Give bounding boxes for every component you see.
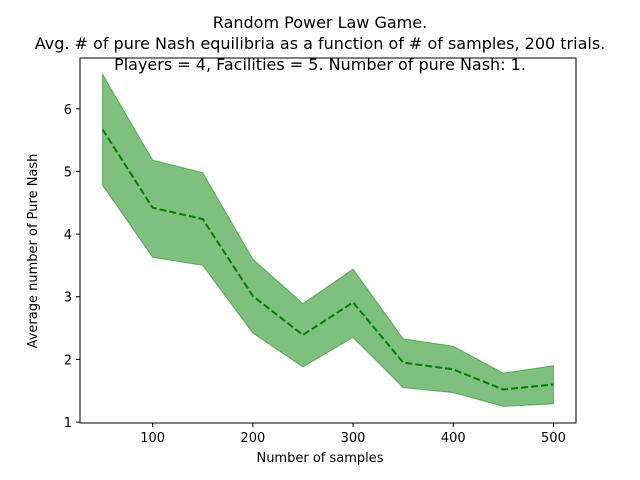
y-tick-label-1: 1 <box>64 416 72 431</box>
chart-title: Random Power Law Game. Avg. # of pure Na… <box>35 13 605 74</box>
series-0-confidence-band <box>102 72 554 407</box>
plot-area <box>101 72 554 407</box>
y-tick-label-2: 2 <box>64 353 72 368</box>
x-tick-label-200: 200 <box>240 431 265 446</box>
axes-frame <box>79 57 577 424</box>
x-tick-label-100: 100 <box>140 431 165 446</box>
axes: 100 200 300 400 500 1 2 3 4 5 6 <box>64 57 577 446</box>
x-tick-label-500: 500 <box>541 431 566 446</box>
y-tick-label-4: 4 <box>64 228 72 243</box>
y-axis-label: Average number of Pure Nash <box>26 154 41 349</box>
y-tick-label-5: 5 <box>64 165 72 180</box>
x-axis-label: Number of samples <box>256 451 383 466</box>
series-0-mean-line <box>101 128 554 391</box>
x-tick-label-300: 300 <box>341 431 366 446</box>
chart-title-line-2: Avg. # of pure Nash equilibria as a func… <box>35 34 605 53</box>
y-tick-label-3: 3 <box>64 291 72 306</box>
y-tick-label-6: 6 <box>64 103 72 118</box>
chart-title-line-1: Random Power Law Game. <box>213 13 427 32</box>
x-tick-label-400: 400 <box>441 431 466 446</box>
chart-title-line-3: Players = 4, Facilities = 5. Number of p… <box>114 55 526 74</box>
